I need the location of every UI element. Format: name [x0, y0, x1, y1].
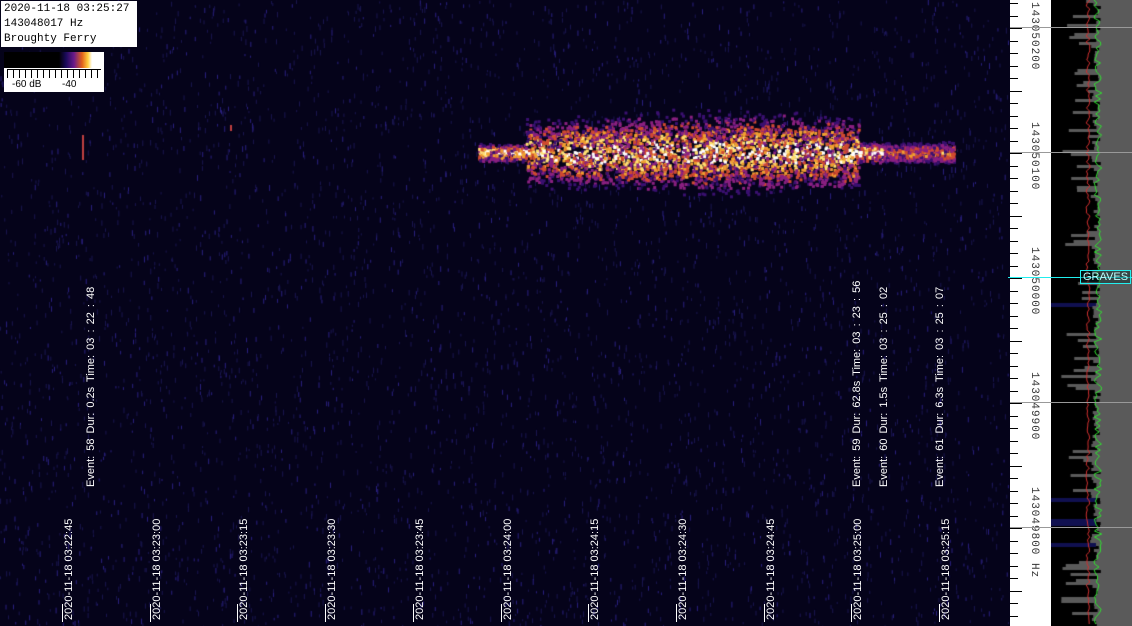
freq-tick — [1010, 403, 1022, 404]
freq-tick — [1010, 603, 1018, 604]
scale-max-label: -40 — [62, 79, 77, 90]
info-box: 2020-11-18 03:25:27 143048017 Hz Brought… — [1, 1, 137, 47]
info-location: Broughty Ferry — [4, 33, 97, 45]
freq-tick — [1010, 316, 1018, 317]
freq-tick — [1010, 353, 1018, 354]
color-scale-ticks — [7, 69, 101, 78]
waterfall-spectrogram — [0, 0, 1010, 626]
freq-tick — [1010, 391, 1018, 392]
freq-tick — [1010, 366, 1018, 367]
time-tick — [851, 604, 853, 622]
event-label-61: Event: 61 Dur: 6.3s Time: 03 : 25 : 07 — [934, 286, 946, 487]
time-label: 2020-11-18 03:22:45 — [63, 518, 75, 620]
time-tick — [62, 604, 63, 622]
time-label: 2020-11-18 03:25:00 — [852, 518, 865, 620]
time-tick — [588, 604, 590, 622]
time-tick — [237, 604, 239, 622]
time-tick — [500, 604, 502, 622]
freq-tick — [1010, 191, 1018, 192]
time-label: 2020-11-18 03:23:00 — [150, 518, 163, 620]
freq-tick — [1010, 591, 1022, 592]
freq-tick — [1010, 16, 1018, 17]
freq-tick — [1010, 491, 1018, 492]
freq-tick — [1010, 516, 1018, 517]
freq-tick — [1010, 453, 1018, 454]
freq-tick — [1010, 553, 1018, 554]
freq-tick — [1010, 53, 1018, 54]
freq-tick — [1010, 478, 1018, 479]
time-tick — [939, 604, 940, 622]
freq-tick — [1010, 178, 1018, 179]
freq-tick — [1010, 541, 1018, 542]
freq-tick — [1010, 103, 1018, 104]
freq-tick — [1010, 3, 1018, 4]
time-label: 2020-11-18 03:23:45 — [413, 518, 426, 620]
freq-tick — [1010, 616, 1018, 617]
grid-line — [1010, 27, 1132, 28]
color-gradient — [4, 52, 104, 68]
freq-label: 143050200 — [1028, 2, 1040, 71]
time-label: 2020-11-18 03:24:00 — [501, 518, 514, 620]
freq-tick — [1010, 328, 1018, 329]
freq-tick — [1010, 503, 1018, 504]
freq-label: 143050000 — [1028, 247, 1040, 316]
freq-tick — [1010, 266, 1018, 267]
freq-tick — [1010, 41, 1018, 42]
freq-tick — [1010, 241, 1018, 242]
freq-tick — [1010, 78, 1018, 79]
time-label: 2020-11-18 03:24:30 — [676, 518, 689, 620]
freq-tick — [1010, 153, 1022, 154]
grid-line — [1010, 152, 1132, 153]
freq-label: 143049800 Hz — [1028, 487, 1040, 579]
freq-tick — [1010, 441, 1018, 442]
time-tick — [325, 604, 327, 622]
freq-tick — [1010, 116, 1018, 117]
freq-tick — [1010, 216, 1022, 217]
time-label: 2020-11-18 03:24:15 — [589, 518, 602, 620]
freq-tick — [1010, 203, 1018, 204]
freq-tick — [1010, 228, 1018, 229]
freq-tick — [1010, 428, 1018, 429]
freq-tick — [1010, 416, 1018, 417]
freq-tick — [1010, 91, 1022, 92]
freq-tick — [1010, 341, 1022, 342]
event-label-59: Event: 59 Dur: 62.8s Time: 03 : 23 : 56 — [851, 280, 863, 487]
freq-tick — [1010, 291, 1018, 292]
time-label: 2020-11-18 03:24:45 — [764, 518, 777, 620]
color-scale: -60 dB -40 — [4, 52, 104, 92]
time-label: 2020-11-18 03:23:15 — [238, 518, 251, 620]
event-label-60: Event: 60 Dur: 1.5s Time: 03 : 25 : 02 — [878, 286, 890, 487]
freq-tick — [1010, 378, 1018, 379]
frequency-axis: 143050200 143050100 143050000 143049900 … — [1010, 0, 1051, 626]
grid-line — [1010, 402, 1132, 403]
time-tick — [675, 604, 677, 622]
graves-marker-label[interactable]: GRAVES — [1080, 270, 1132, 284]
time-label: 2020-11-18 03:25:15 — [940, 518, 952, 620]
info-datetime: 2020-11-18 03:25:27 — [4, 3, 130, 15]
time-label: 2020-11-18 03:23:30 — [326, 518, 339, 620]
freq-label: 143050100 — [1028, 122, 1040, 191]
graves-marker-line — [1008, 277, 1132, 278]
freq-tick — [1010, 578, 1018, 579]
freq-tick — [1010, 303, 1018, 304]
freq-tick — [1010, 66, 1018, 67]
freq-tick — [1010, 466, 1022, 467]
time-tick — [763, 604, 765, 622]
spectrum-panel — [1051, 0, 1132, 626]
freq-tick — [1010, 528, 1022, 529]
freq-tick — [1010, 141, 1018, 142]
grid-line — [1010, 527, 1132, 528]
freq-label: 143049900 — [1028, 372, 1040, 441]
scale-min-label: -60 dB — [12, 79, 42, 90]
freq-tick — [1010, 253, 1018, 254]
time-tick — [149, 604, 151, 622]
info-frequency: 143048017 Hz — [4, 18, 84, 30]
freq-tick — [1010, 278, 1022, 279]
freq-tick — [1010, 128, 1018, 129]
freq-tick — [1010, 28, 1022, 29]
event-label-58: Event: 58 Dur: 0.2s Time: 03 : 22 : 48 — [85, 286, 97, 487]
freq-tick — [1010, 566, 1018, 567]
freq-tick — [1010, 166, 1018, 167]
time-tick — [412, 604, 414, 622]
